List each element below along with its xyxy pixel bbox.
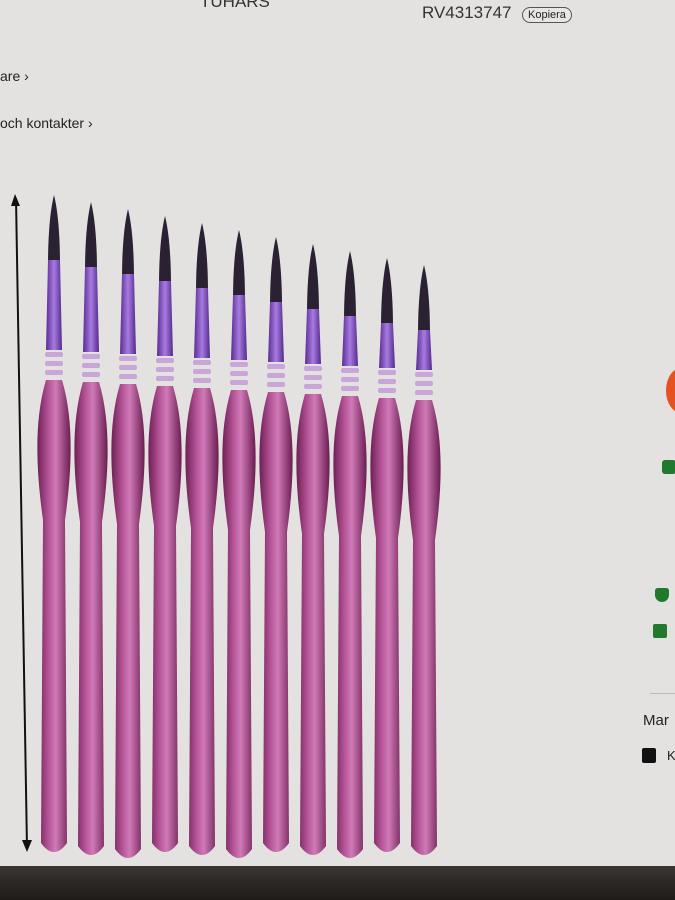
brush-ferrule <box>268 302 284 362</box>
brush-tip <box>122 209 134 279</box>
product-sku: RV4313747 <box>422 3 512 22</box>
brush-ring <box>45 361 63 366</box>
brush-tip <box>233 230 245 300</box>
monitor-bezel <box>0 866 675 900</box>
bag-check-icon <box>642 748 656 763</box>
brush-ferrule <box>157 281 173 356</box>
brush-ring <box>415 372 433 377</box>
brush-ring <box>82 363 100 368</box>
brush-handle <box>222 390 256 858</box>
brush-tip <box>270 237 282 307</box>
brush <box>74 202 108 855</box>
brush-ring <box>230 380 248 385</box>
brand-name[interactable]: TUHARS <box>200 0 270 11</box>
brush-ring <box>119 356 137 361</box>
brush-ring <box>341 368 359 373</box>
brush-ring <box>119 374 137 379</box>
brush-ring <box>193 369 211 374</box>
brush-ring <box>230 362 248 367</box>
brush-ring <box>267 364 285 369</box>
brush-handle <box>333 396 367 858</box>
brush <box>148 216 182 852</box>
brush <box>185 223 219 855</box>
brush-ring <box>82 372 100 377</box>
brush-ring <box>156 358 174 363</box>
brush-ring <box>193 378 211 383</box>
brush-ferrule <box>416 330 432 370</box>
brush-handle <box>259 392 293 852</box>
brush-ring <box>230 371 248 376</box>
brush <box>111 209 145 858</box>
calendar-icon <box>653 624 667 638</box>
product-image[interactable] <box>0 0 460 880</box>
brush-ring <box>415 390 433 395</box>
store-link[interactable]: are › <box>0 68 29 84</box>
brush-tip <box>48 195 60 265</box>
brush-ferrule <box>194 288 210 358</box>
brush-ring <box>415 381 433 386</box>
brush <box>296 244 330 855</box>
scale-line <box>15 197 28 849</box>
arrow-down-icon <box>22 840 32 852</box>
brush-ring <box>304 366 322 371</box>
brush-handle <box>185 388 219 855</box>
brush-ferrule <box>379 323 395 368</box>
brush-ferrule <box>231 295 247 360</box>
brush-ferrule <box>46 260 62 350</box>
seller-label: Mar <box>643 712 669 729</box>
brush <box>333 251 367 858</box>
brush-ferrule <box>83 267 99 352</box>
brush-handle <box>407 400 441 855</box>
brush-handle <box>111 384 145 858</box>
brush-ring <box>341 377 359 382</box>
arrow-up-icon <box>11 194 20 206</box>
brush-ferrule <box>342 316 358 366</box>
contact-link[interactable]: och kontakter › <box>0 115 93 131</box>
brush-ring <box>304 375 322 380</box>
truck-icon <box>662 460 675 474</box>
brush-handle <box>37 380 71 852</box>
brush-ring <box>378 379 396 384</box>
brush-ring <box>267 373 285 378</box>
brush-handle <box>370 398 404 852</box>
copy-button[interactable]: Kopiera <box>522 7 572 23</box>
brush <box>407 265 441 855</box>
brush-ring <box>82 354 100 359</box>
bag-label: K <box>667 748 675 763</box>
brush <box>370 258 404 852</box>
brush-tip <box>159 216 171 286</box>
brush-ring <box>119 365 137 370</box>
brush-ring <box>193 360 211 365</box>
brush <box>222 230 256 858</box>
brush-tip <box>418 265 430 335</box>
brush-ferrule <box>305 309 321 364</box>
divider <box>650 693 675 694</box>
brush-handle <box>148 386 182 852</box>
brush-ring <box>45 370 63 375</box>
brush-ring <box>304 384 322 389</box>
brush-ring <box>378 388 396 393</box>
brush <box>259 237 293 852</box>
brush-ring <box>156 367 174 372</box>
brush-tip <box>196 223 208 293</box>
brush-handle <box>296 394 330 855</box>
brush-ring <box>267 382 285 387</box>
brush-tip <box>344 251 356 321</box>
buy-button[interactable] <box>666 368 675 413</box>
brush-ring <box>45 352 63 357</box>
brush-ring <box>156 376 174 381</box>
brush-tip <box>307 244 319 314</box>
brush-tip <box>85 202 97 272</box>
brush <box>37 195 71 852</box>
brush-ferrule <box>120 274 136 354</box>
shield-check-icon <box>655 588 669 602</box>
brush-ring <box>378 370 396 375</box>
brush-ring <box>341 386 359 391</box>
brush-handle <box>74 382 108 855</box>
brush-tip <box>381 258 393 328</box>
